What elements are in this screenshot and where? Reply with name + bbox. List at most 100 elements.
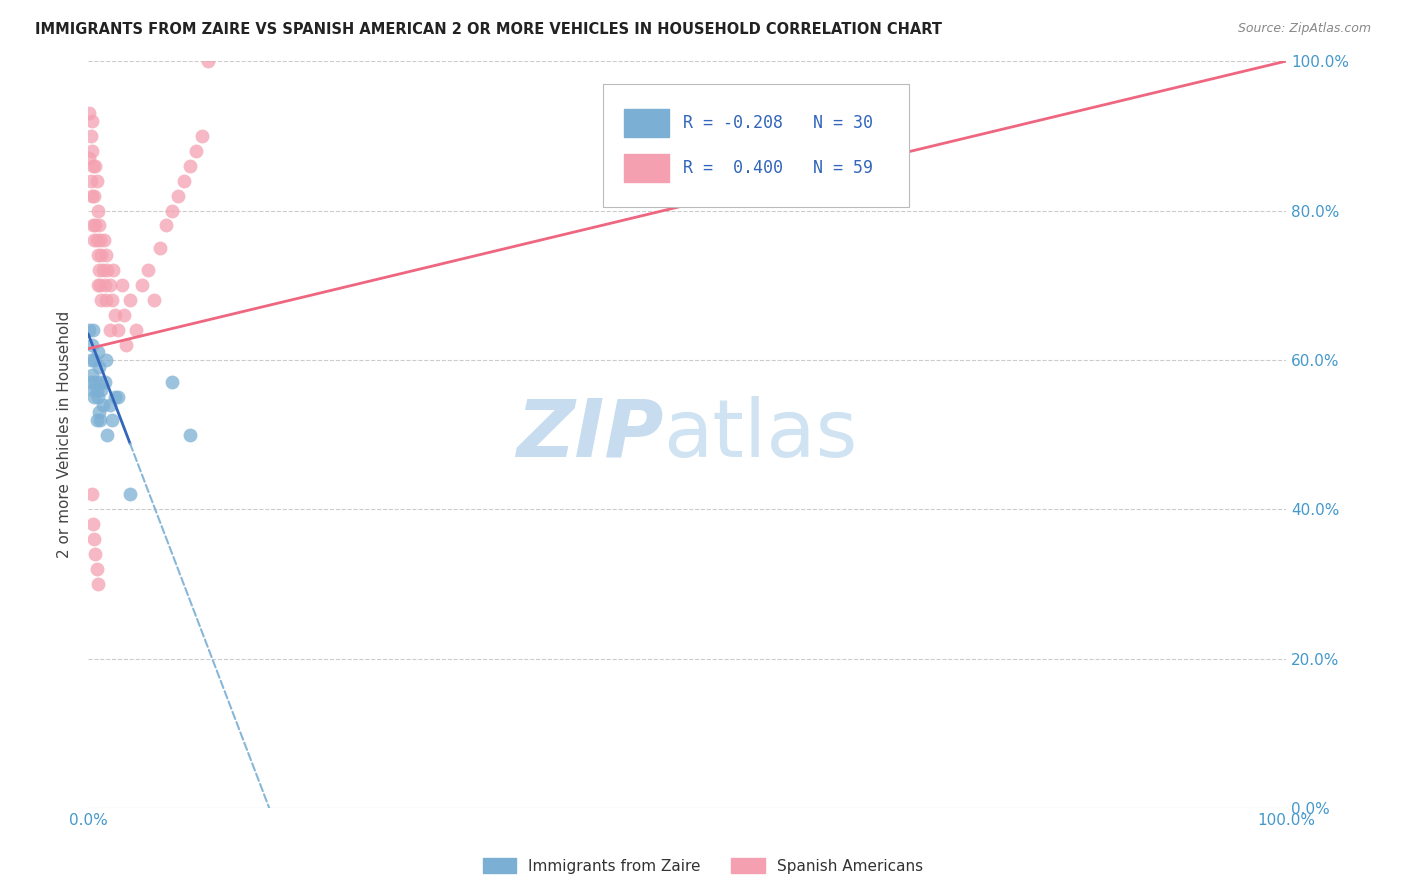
Point: [160, 376, 183, 390]
Point: [131, 278, 153, 293]
Bar: [624, 153, 669, 182]
Point: [84, 547, 107, 561]
Point: [84, 219, 107, 233]
Point: [173, 174, 195, 188]
Point: [94, 248, 117, 262]
Point: [89, 278, 111, 293]
Point: [86, 174, 108, 188]
Point: [136, 263, 159, 277]
Point: [79, 352, 101, 367]
Point: [107, 390, 129, 404]
Point: [155, 219, 177, 233]
Point: [179, 427, 201, 442]
Point: [86, 412, 108, 426]
Point: [112, 308, 135, 322]
Point: [79, 323, 101, 337]
Point: [107, 323, 129, 337]
Point: [120, 293, 142, 308]
Point: [79, 174, 101, 188]
Point: [94, 376, 117, 390]
Point: [83, 188, 105, 202]
Point: [87, 263, 110, 277]
Point: [91, 263, 114, 277]
Point: [80, 368, 103, 382]
Point: [90, 383, 112, 397]
Point: [80, 188, 103, 202]
Point: [89, 234, 111, 248]
Point: [86, 562, 108, 576]
Point: [91, 398, 114, 412]
Point: [101, 412, 124, 426]
Point: [87, 405, 110, 419]
Point: [79, 151, 101, 165]
Point: [103, 390, 125, 404]
Text: IMMIGRANTS FROM ZAIRE VS SPANISH AMERICAN 2 OR MORE VEHICLES IN HOUSEHOLD CORREL: IMMIGRANTS FROM ZAIRE VS SPANISH AMERICA…: [35, 22, 942, 37]
Point: [89, 412, 111, 426]
Point: [83, 352, 105, 367]
Point: [179, 159, 201, 173]
Point: [87, 219, 110, 233]
Point: [80, 114, 103, 128]
Point: [86, 383, 108, 397]
Point: [94, 278, 117, 293]
Point: [82, 219, 104, 233]
Point: [87, 278, 110, 293]
Point: [94, 352, 117, 367]
Point: [80, 487, 103, 501]
Point: [103, 263, 125, 277]
Text: Source: ZipAtlas.com: Source: ZipAtlas.com: [1237, 22, 1371, 36]
Point: [80, 338, 103, 352]
Point: [87, 203, 110, 218]
Point: [101, 293, 124, 308]
Text: R = -0.208   N = 30: R = -0.208 N = 30: [683, 114, 873, 132]
Bar: [624, 109, 669, 137]
Point: [87, 390, 110, 404]
Point: [79, 376, 101, 390]
Point: [184, 144, 207, 158]
Point: [93, 234, 115, 248]
Point: [83, 532, 105, 546]
Point: [160, 203, 183, 218]
Y-axis label: 2 or more Vehicles in Household: 2 or more Vehicles in Household: [58, 311, 72, 558]
Point: [149, 241, 172, 255]
Text: ZIP: ZIP: [516, 396, 664, 474]
Point: [125, 323, 148, 337]
Point: [84, 376, 107, 390]
Point: [82, 323, 104, 337]
Point: [89, 376, 111, 390]
Point: [96, 427, 118, 442]
Point: [87, 360, 110, 375]
Point: [98, 278, 121, 293]
Legend: Immigrants from Zaire, Spanish Americans: Immigrants from Zaire, Spanish Americans: [477, 852, 929, 880]
Point: [90, 248, 112, 262]
Point: [120, 487, 142, 501]
Point: [82, 383, 104, 397]
Point: [83, 390, 105, 404]
Point: [82, 159, 104, 173]
Point: [90, 293, 112, 308]
Point: [83, 234, 105, 248]
Point: [94, 293, 117, 308]
Point: [167, 188, 190, 202]
FancyBboxPatch shape: [603, 84, 908, 207]
Point: [87, 248, 110, 262]
Text: atlas: atlas: [664, 396, 858, 474]
Point: [82, 517, 104, 532]
Point: [197, 54, 219, 69]
Point: [79, 106, 101, 120]
Point: [143, 293, 166, 308]
Point: [98, 398, 121, 412]
Point: [191, 128, 214, 143]
Point: [86, 234, 108, 248]
Point: [87, 577, 110, 591]
Point: [84, 159, 107, 173]
Point: [115, 338, 138, 352]
Point: [96, 263, 118, 277]
Point: [98, 323, 121, 337]
Point: [111, 278, 134, 293]
Text: R =  0.400   N = 59: R = 0.400 N = 59: [683, 159, 873, 177]
Point: [103, 308, 125, 322]
Point: [79, 128, 101, 143]
Point: [87, 345, 110, 359]
Point: [80, 144, 103, 158]
